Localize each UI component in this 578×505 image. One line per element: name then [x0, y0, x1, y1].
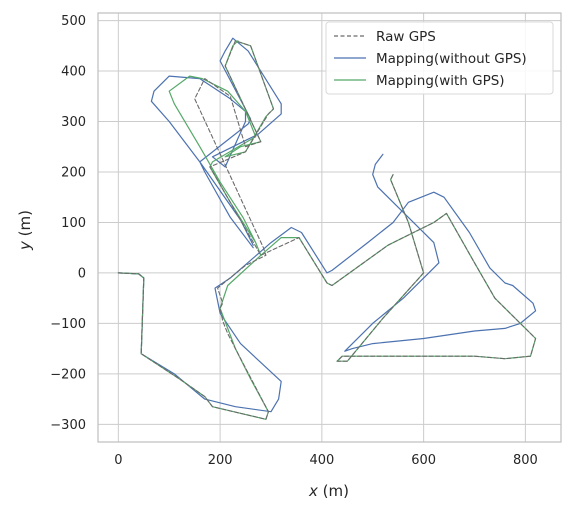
series-line-mapping-with-gps-north-loops	[168, 75, 262, 256]
x-axis-label: x (m)	[308, 482, 349, 500]
y-axis-label: y (m)	[16, 210, 34, 251]
series-line-mapping-with-gps-north-loops-2	[224, 40, 275, 158]
x-tick-label: 400	[309, 453, 334, 468]
y-tick-label: 300	[61, 115, 86, 130]
y-tick-labels: −300 −200 −100 0 100 200 300 400 500	[50, 14, 86, 433]
legend-box	[325, 21, 554, 95]
series-lines	[117, 37, 537, 420]
plot-frame	[97, 12, 562, 443]
legend-label: Raw GPS	[376, 29, 436, 45]
legend: Raw GPS Mapping(without GPS) Mapping(with …	[325, 21, 554, 95]
series-line-raw-gps	[117, 40, 537, 420]
series-line-mapping-without-gps-	[117, 153, 537, 413]
y-tick-label: 100	[61, 216, 86, 231]
x-tick-label: 800	[513, 453, 538, 468]
x-tick-label: 600	[411, 453, 436, 468]
legend-label: Mapping(without GPS)	[376, 51, 527, 67]
series-line-mapping-with-gps-	[117, 173, 537, 420]
y-tick-label: −200	[50, 367, 86, 382]
y-tick-label: −100	[50, 317, 86, 332]
series-line-mapping-without-gps-north-loops	[150, 37, 282, 249]
x-tick-label: 200	[208, 453, 233, 468]
y-tick-label: −300	[50, 418, 86, 433]
y-tick-label: 500	[61, 14, 86, 29]
y-tick-label: 200	[61, 165, 86, 180]
y-tick-label: 0	[78, 266, 86, 281]
x-tick-labels: 0 200 400 600 800	[114, 453, 538, 468]
legend-label: Mapping(with GPS)	[376, 73, 505, 89]
y-tick-label: 400	[61, 65, 86, 80]
x-tick-label: 0	[114, 453, 122, 468]
